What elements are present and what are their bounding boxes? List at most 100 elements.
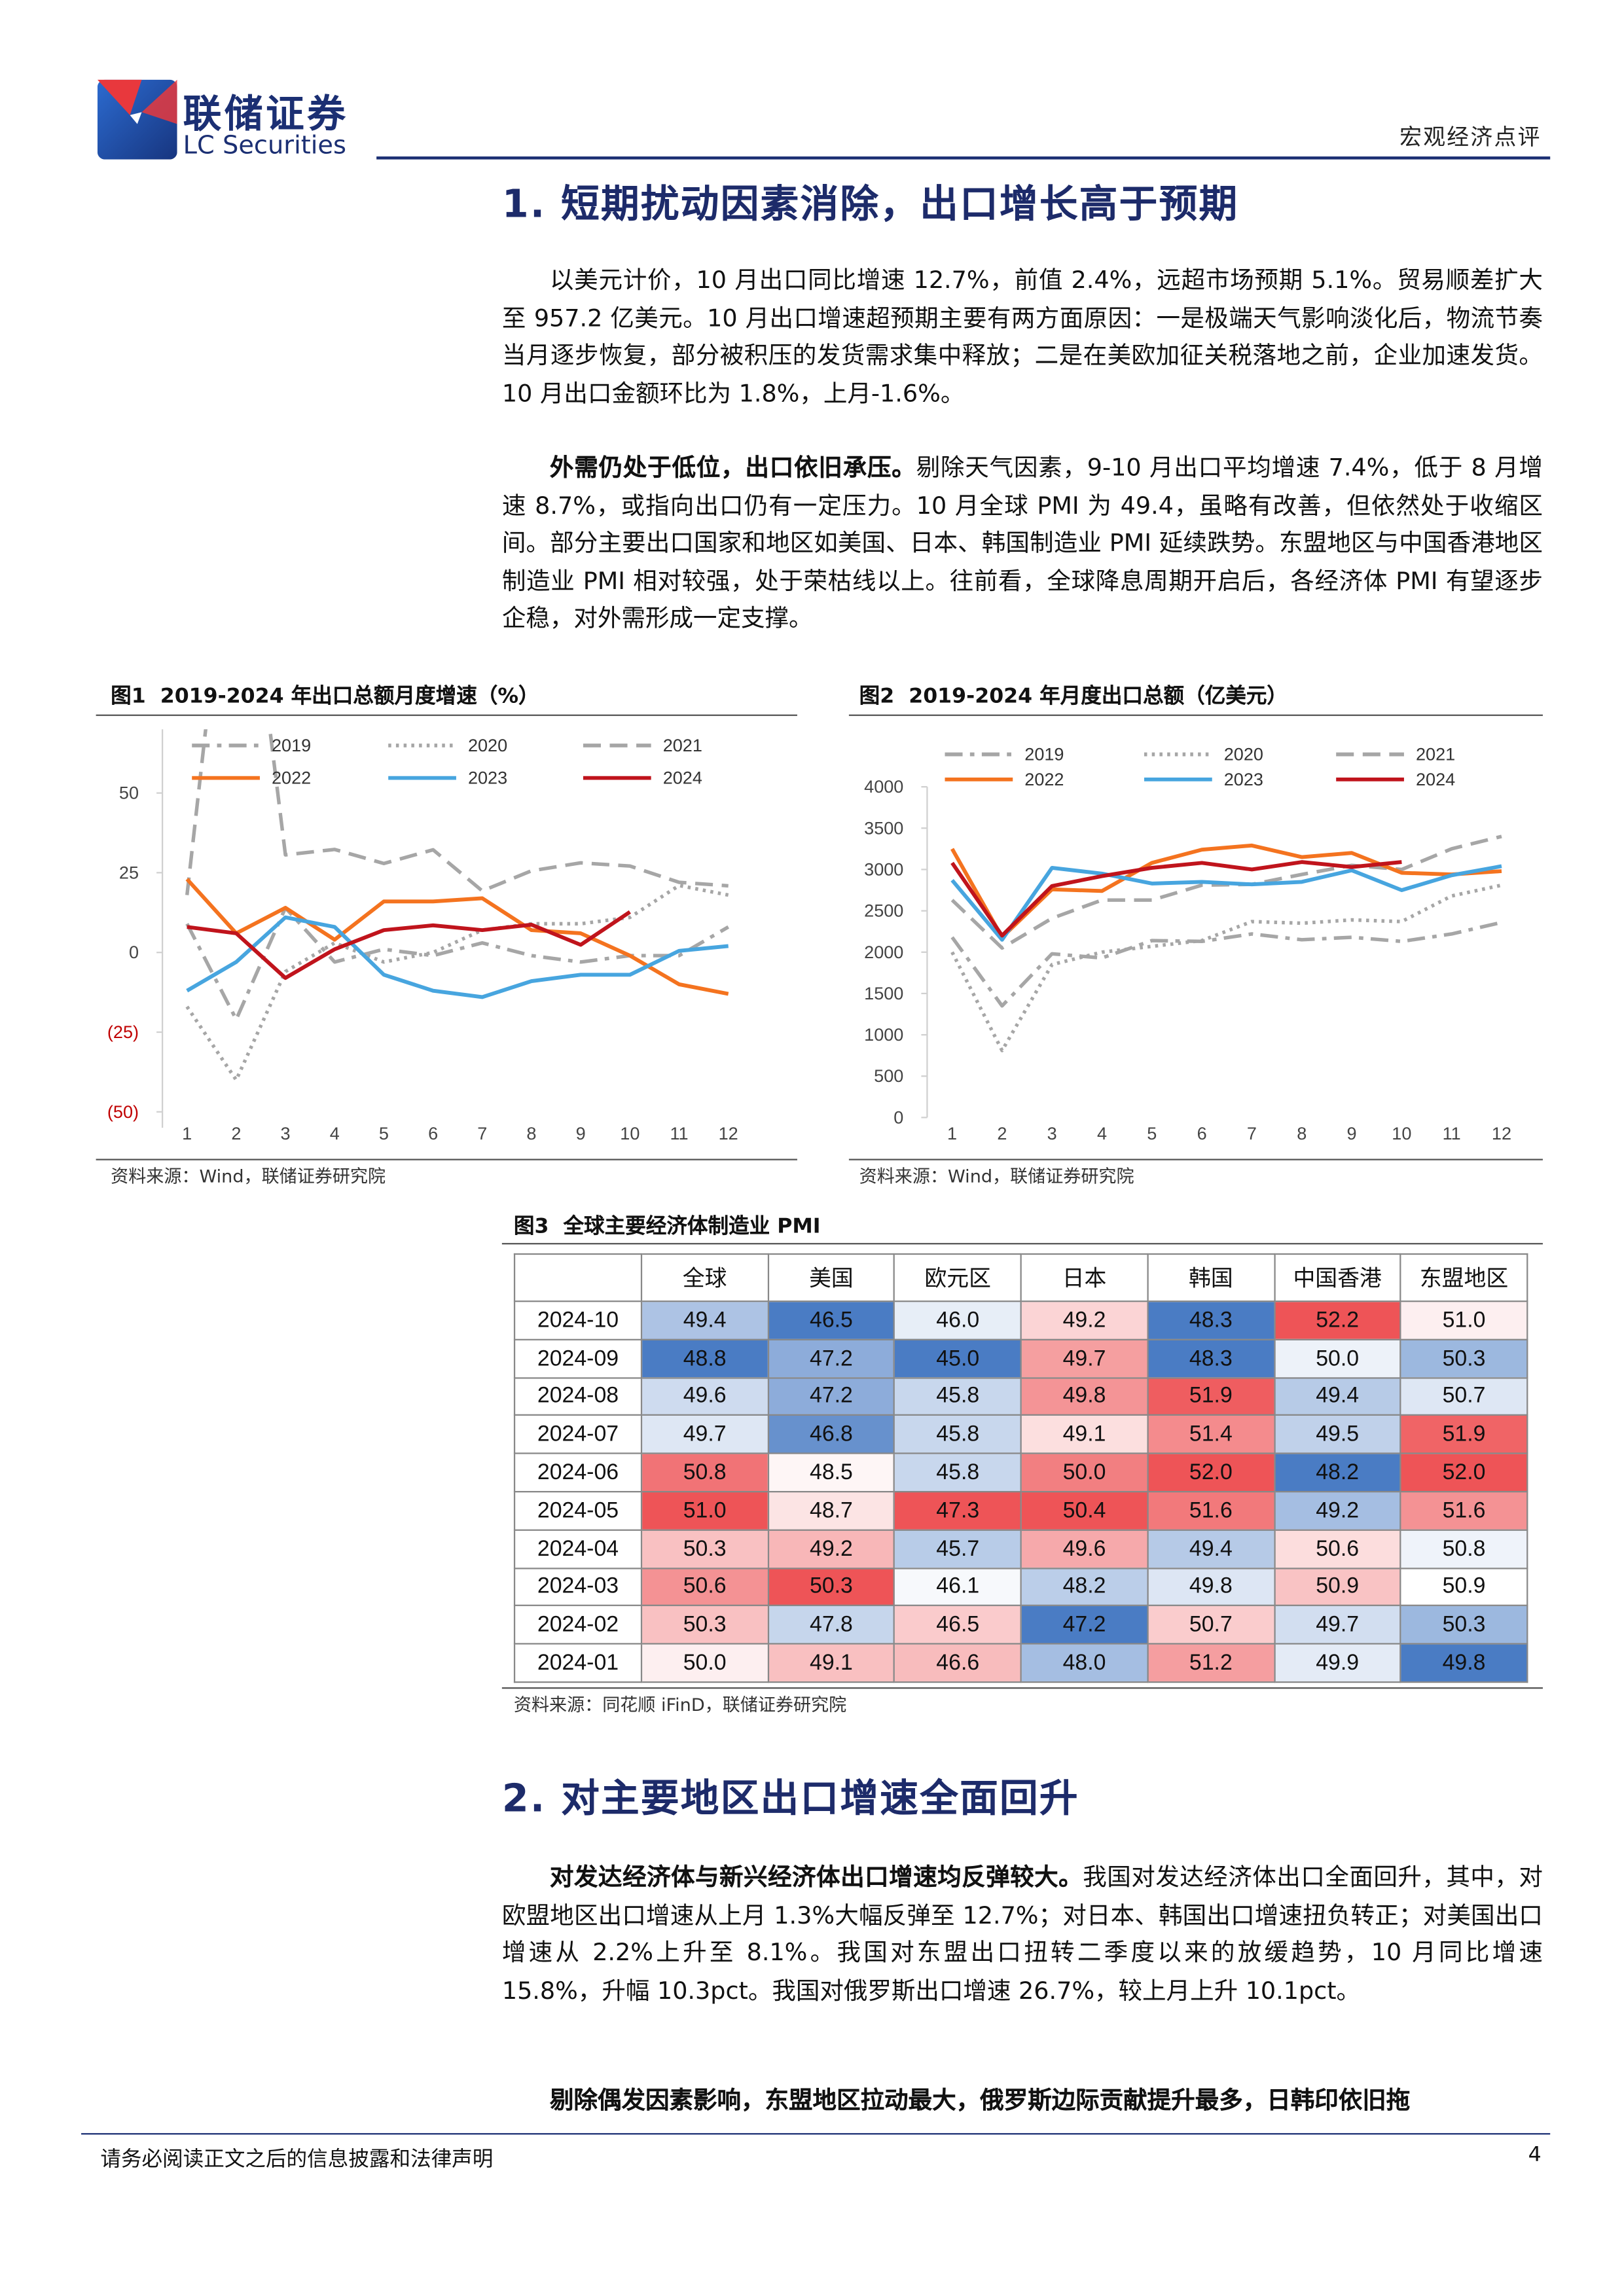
legend-label: 2024: [663, 768, 702, 788]
table-cell: 50.9: [1273, 1567, 1401, 1607]
series-line: [185, 884, 729, 1082]
legend-label: 2021: [1416, 745, 1455, 764]
column-header: 欧元区: [893, 1253, 1022, 1302]
paragraph-lead: 对发达经济体与新兴经济体出口增速均反弹较大。: [549, 1863, 1083, 1892]
table-cell: 47.3: [893, 1490, 1022, 1531]
table-cell: 50.3: [640, 1605, 769, 1645]
table-cell: 46.6: [893, 1643, 1022, 1683]
paragraph: 外需仍处于低位，出口依旧承压。剔除天气因素，9-10 月出口平均增速 7.4%，…: [502, 449, 1543, 638]
figure-title: 图3 全球主要经济体制造业 PMI: [514, 1210, 821, 1240]
table-header-row: 全球 美国 欧元区 日本 韩国 中国香港 东盟地区: [513, 1253, 1528, 1302]
row-date: 2024-04: [513, 1529, 643, 1569]
row-date: 2024-02: [513, 1605, 643, 1645]
figure-caption: 2019-2024 年出口总额月度增速（%）: [160, 685, 539, 709]
series-line: [950, 860, 1402, 938]
x-tick-label: 2: [231, 1124, 241, 1143]
x-tick-label: 11: [1443, 1124, 1461, 1143]
table-row: 2024-02 50.3 47.8 46.5 47.2 50.7 49.7 50.3: [513, 1605, 1528, 1645]
column-header: 东盟地区: [1399, 1253, 1528, 1302]
paragraph-text: 我国对发达经济体出口全面回升，其中，对欧盟地区出口增速从上月 1.3%大幅反弹至…: [501, 1863, 1543, 2005]
legend-label: 2024: [1416, 770, 1455, 789]
table-cell: 50.3: [1399, 1605, 1528, 1645]
row-date: 2024-05: [513, 1490, 643, 1531]
footer-rule: [81, 2133, 1551, 2135]
table-corner: [513, 1253, 643, 1302]
paragraph-lead: 外需仍处于低位，出口依旧承压。: [549, 453, 916, 482]
y-tick-label: (25): [107, 1022, 139, 1042]
table-row: 2024-10 49.4 46.5 46.0 49.2 48.3 52.2 51.0: [513, 1300, 1528, 1340]
paragraph-text: 以美元计价，10 月出口同比增速 12.7%，前值 2.4%，远超市场预期 5.…: [501, 265, 1543, 408]
section-title: 2. 对主要地区出口增速全面回升: [501, 1777, 1079, 1822]
x-tick-label: 4: [330, 1124, 340, 1143]
section-title: 1. 短期扰动因素消除，出口增长高于预期: [501, 183, 1239, 228]
table-row: 2024-08 49.6 47.2 45.8 49.8 51.9 49.4 50.7: [513, 1376, 1528, 1416]
table-cell: 49.4: [1147, 1529, 1275, 1569]
series-line: [950, 883, 1502, 1052]
table-cell: 50.3: [640, 1529, 769, 1569]
legend-label: 2022: [272, 768, 311, 788]
column-header: 韩国: [1147, 1253, 1275, 1302]
header-rule: [376, 156, 1551, 160]
table-cell: 46.5: [767, 1300, 895, 1340]
figure-rule: [501, 1243, 1543, 1245]
chart-source: 资料来源：Wind，联储证券研究院: [859, 1166, 1134, 1187]
table-cell: 46.1: [893, 1567, 1022, 1607]
brand-name-en: LC Securities: [183, 131, 347, 161]
table-cell: 45.7: [893, 1529, 1022, 1569]
y-tick-label: 4000: [864, 777, 903, 797]
table-cell: 50.0: [1273, 1338, 1401, 1378]
legend-label: 2022: [1024, 770, 1064, 789]
table-cell: 50.0: [1020, 1452, 1149, 1493]
table-cell: 50.8: [1399, 1529, 1528, 1569]
table-cell: 46.5: [893, 1605, 1022, 1645]
table-cell: 51.6: [1399, 1490, 1528, 1531]
table-cell: 47.2: [767, 1376, 895, 1416]
legend-label: 2023: [468, 768, 507, 788]
column-header: 全球: [640, 1253, 769, 1302]
series-line: [950, 864, 1502, 942]
table-cell: 50.6: [1273, 1529, 1401, 1569]
report-type: 宏观经济点评: [1399, 124, 1542, 151]
table-cell: 52.2: [1273, 1300, 1401, 1340]
y-tick-label: 0: [893, 1107, 903, 1127]
figure-rule: [96, 714, 797, 716]
table-cell: 50.0: [640, 1643, 769, 1683]
x-tick-label: 3: [281, 1124, 291, 1143]
table-cell: 46.8: [767, 1414, 895, 1455]
column-header: 美国: [767, 1253, 895, 1302]
table-cell: 50.9: [1399, 1567, 1528, 1607]
table-cell: 51.9: [1399, 1414, 1528, 1455]
figure-caption: 全球主要经济体制造业 PMI: [563, 1215, 821, 1239]
x-tick-label: 8: [526, 1124, 536, 1143]
table-cell: 48.3: [1147, 1300, 1275, 1340]
figure-title: 图1 2019-2024 年出口总额月度增速（%）: [111, 681, 539, 710]
table-cell: 48.0: [1020, 1643, 1149, 1683]
table-source: 资料来源：同花顺 iFinD，联储证券研究院: [513, 1695, 847, 1715]
table-cell: 50.7: [1147, 1605, 1275, 1645]
x-tick-label: 2: [997, 1124, 1007, 1143]
table-cell: 48.8: [640, 1338, 769, 1378]
table-cell: 49.1: [767, 1643, 895, 1683]
figure-rule: [848, 1158, 1543, 1160]
table-row: 2024-01 50.0 49.1 46.6 48.0 51.2 49.9 49.8: [513, 1643, 1528, 1683]
x-tick-label: 3: [1047, 1124, 1057, 1143]
table-cell: 49.8: [1020, 1376, 1149, 1416]
table-cell: 51.9: [1147, 1376, 1275, 1416]
table-cell: 47.2: [767, 1338, 895, 1378]
table-cell: 49.2: [767, 1529, 895, 1569]
y-tick-label: 2000: [864, 942, 903, 962]
y-tick-label: 3500: [864, 818, 903, 838]
x-tick-label: 1: [182, 1124, 192, 1143]
row-date: 2024-06: [513, 1452, 643, 1493]
paragraph: 剔除偶发因素影响，东盟地区拉动最大，俄罗斯边际贡献提升最多，日韩印依旧拖: [502, 2081, 1543, 2119]
y-tick-label: (50): [107, 1102, 139, 1122]
x-tick-label: 5: [379, 1124, 389, 1143]
table-cell: 51.0: [640, 1490, 769, 1531]
figure-caption: 2019-2024 年月度出口总额（亿美元）: [909, 685, 1288, 709]
legend-label: 2019: [272, 736, 311, 755]
y-tick-label: 50: [119, 783, 139, 803]
table-cell: 49.7: [1020, 1338, 1149, 1378]
table-cell: 49.4: [1273, 1376, 1401, 1416]
x-tick-label: 10: [620, 1124, 640, 1143]
